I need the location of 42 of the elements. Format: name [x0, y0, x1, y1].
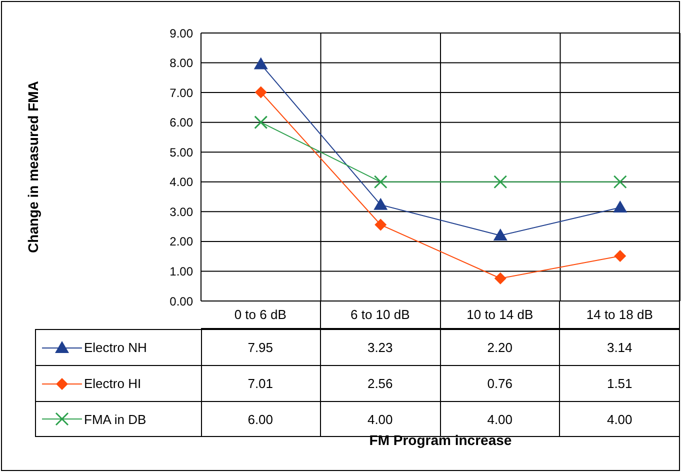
point — [493, 228, 508, 240]
point — [613, 200, 628, 212]
legend-label: Electro NH — [84, 340, 147, 355]
data-label: 6.00 — [201, 402, 321, 437]
y-tick-label: 9.00 — [170, 26, 194, 40]
legend-label: FMA in DB — [84, 412, 146, 426]
point — [374, 218, 387, 231]
x-tick-label: 6 to 10 dB — [320, 301, 440, 329]
y-tick-label: 0.00 — [170, 294, 194, 308]
y-tick-label: 7.00 — [170, 86, 194, 100]
x-tick-label: 0 to 6 dB — [201, 301, 321, 329]
x-tick-label: 14 to 18 dB — [560, 301, 680, 329]
point — [254, 57, 268, 70]
x-tick-label: 10 to 14 dB — [440, 301, 560, 329]
data-label: 0.76 — [440, 366, 560, 402]
data-label: 7.95 — [201, 329, 321, 366]
point — [374, 175, 388, 189]
data-label: 3.23 — [320, 329, 440, 366]
point — [494, 272, 506, 284]
data-label: 1.51 — [560, 366, 680, 402]
data-label: 2.56 — [320, 366, 440, 402]
y-tick-label: 3.00 — [170, 204, 194, 219]
data-label: 3.14 — [560, 329, 680, 366]
data-label: 4.00 — [560, 402, 680, 437]
point — [374, 198, 388, 210]
point — [613, 175, 627, 189]
y-tick-label: 8.00 — [170, 56, 194, 70]
point — [254, 116, 268, 130]
point — [614, 250, 626, 262]
legend-label: Electro HI — [84, 376, 142, 391]
data-label: 4.00 — [367, 412, 393, 426]
y-tick-label: 6.00 — [170, 116, 194, 130]
data-label: 4.00 — [487, 412, 513, 426]
point — [254, 86, 267, 98]
y-tick-label: 1.00 — [170, 264, 194, 278]
y-tick-label: 4.00 — [170, 175, 194, 190]
y-tick-label: 5.00 — [170, 145, 194, 160]
y-tick-label: 2.00 — [170, 234, 194, 249]
point — [494, 175, 508, 189]
data-label: 2.20 — [440, 329, 560, 366]
text: Change in measured FMA — [24, 80, 42, 255]
data-label: 7.01 — [201, 366, 321, 402]
